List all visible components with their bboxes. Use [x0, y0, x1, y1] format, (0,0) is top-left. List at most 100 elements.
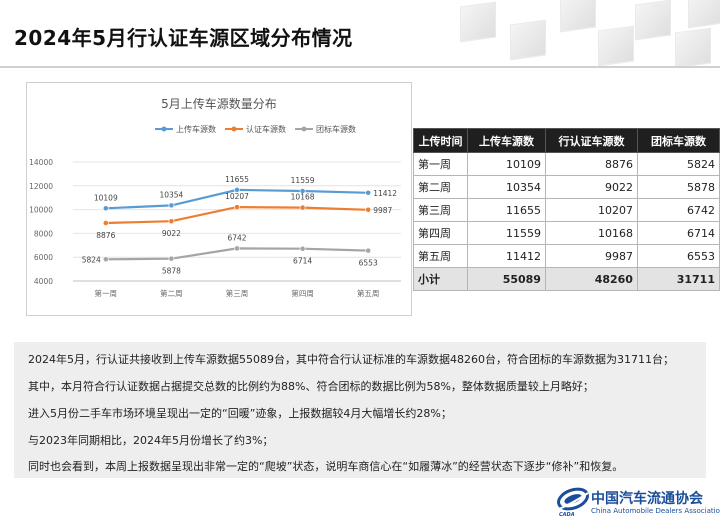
summary-table-wrap: 上传时间 上传车源数 行认证车源数 团标车源数 第一周 10109 8876 5… [412, 128, 720, 291]
uploaded-cell: 10354 [467, 175, 546, 199]
logo-name: 中国汽车流通协会 [591, 491, 703, 507]
logo-abbreviation: CADA [559, 512, 575, 518]
y-tick-label: 14000 [29, 158, 53, 167]
y-tick-label: 10000 [29, 206, 53, 215]
uploaded-cell: 11412 [467, 244, 546, 268]
data-point [299, 204, 306, 211]
data-point [299, 245, 306, 252]
week-cell: 第四周 [412, 221, 469, 245]
week-cell: 第三周 [412, 198, 469, 222]
group-standard-cell: 6714 [636, 221, 720, 245]
data-label: 10109 [94, 193, 118, 202]
association-logo-icon [557, 487, 589, 511]
chart-title: 5月上传车源数量分布 [161, 96, 277, 111]
data-point [234, 204, 240, 211]
data-label: 6742 [227, 233, 246, 242]
table-row: 第一周 10109 8876 5824 [412, 152, 720, 176]
data-point [102, 220, 109, 226]
data-label: 6714 [293, 257, 312, 266]
total-uploaded-cell: 55089 [467, 267, 546, 291]
table-row: 第二周 10354 9022 5878 [412, 175, 720, 199]
legend-marker [231, 126, 237, 132]
data-label: 9022 [162, 229, 181, 238]
y-tick-label: 6000 [34, 253, 53, 262]
column-header: 上传时间 [412, 128, 469, 153]
legend-label: 团标车源数 [316, 124, 356, 134]
logo-english-name: China Automobile Dealers Association [591, 507, 720, 515]
x-tick-label: 第三周 [226, 288, 249, 298]
summary-paragraph: 同时也会看到，本周上报数据呈现出非常一定的“爬坡”状态，说明车商信心在“如履薄冰… [28, 460, 624, 473]
certified-cell: 10168 [544, 221, 638, 245]
data-point [168, 202, 175, 209]
uploaded-cell: 11655 [467, 198, 546, 222]
week-cell: 第二周 [412, 175, 469, 199]
data-point [365, 189, 372, 196]
data-label: 9987 [373, 206, 392, 215]
table-header-row: 上传时间 上传车源数 行认证车源数 团标车源数 [412, 128, 720, 153]
data-label: 10168 [291, 193, 315, 202]
data-point [365, 206, 372, 213]
page-header: 2024年5月行认证车源区域分布情况 [0, 0, 720, 68]
certified-cell: 10207 [544, 198, 638, 222]
legend-label: 认证车源数 [246, 124, 286, 134]
line-chart: 5月上传车源数量分布 上传车源数 认证车源数 团标车源数 4000 6000 8000 100… [26, 82, 412, 316]
data-point [168, 255, 175, 262]
table-row: 第四周 11559 10168 6714 [412, 221, 720, 245]
data-label: 6553 [359, 259, 378, 268]
total-label-cell: 小计 [412, 267, 469, 291]
summary-paragraph: 2024年5月，行认证共接收到上传车源数据55089台，其中符合行认证标准的车源… [28, 353, 674, 366]
legend-marker [301, 126, 307, 132]
page-title: 2024年5月行认证车源区域分布情况 [14, 26, 353, 50]
total-group-standard-cell: 31711 [636, 267, 720, 291]
summary-table: 上传时间 上传车源数 行认证车源数 团标车源数 第一周 10109 8876 5… [412, 128, 720, 291]
table-row: 第三周 11655 10207 6742 [412, 198, 720, 222]
legend-label: 上传车源数 [176, 124, 216, 134]
y-tick-label: 8000 [34, 229, 53, 238]
uploaded-cell: 11559 [467, 221, 546, 245]
summary-paragraph: 其中，本月符合行认证数据占据提交总数的比例约为88%、符合团标的数据比例为58%… [28, 380, 594, 393]
column-header: 团标车源数 [636, 128, 720, 153]
header-decoration [420, 0, 720, 68]
column-header: 上传车源数 [467, 128, 546, 153]
y-tick-label: 12000 [29, 182, 53, 191]
group-standard-cell: 5878 [636, 175, 720, 199]
data-label: 10207 [225, 192, 249, 201]
x-tick-label: 第四周 [291, 288, 314, 298]
uploaded-cell: 10109 [467, 152, 546, 176]
association-logo: CADA 中国汽车流通协会 China Automobile Dealers A… [553, 482, 720, 520]
summary-text-panel: 2024年5月，行认证共接收到上传车源数据55089台，其中符合行认证标准的车源… [14, 342, 706, 478]
data-point [102, 205, 109, 212]
data-label: 5824 [82, 255, 101, 264]
legend-marker [161, 126, 167, 132]
data-point [234, 245, 240, 252]
data-point [234, 187, 240, 193]
data-label: 11655 [225, 175, 249, 184]
week-cell: 第五周 [412, 244, 469, 268]
group-standard-cell: 6742 [636, 198, 720, 222]
table-total-row: 小计 55089 48260 31711 [412, 267, 720, 291]
week-cell: 第一周 [412, 152, 469, 176]
group-standard-cell: 6553 [636, 244, 720, 268]
data-point [299, 188, 306, 194]
summary-paragraph: 与2023年同期相比，2024年5月份增长了约3%； [28, 434, 274, 447]
header-divider [0, 66, 720, 68]
certified-cell: 9987 [544, 244, 638, 268]
total-certified-cell: 48260 [544, 267, 638, 291]
x-tick-label: 第五周 [357, 288, 380, 298]
x-tick-label: 第一周 [95, 288, 118, 298]
data-label: 11412 [373, 189, 397, 198]
column-header: 行认证车源数 [544, 128, 638, 153]
summary-paragraph: 进入5月份二手车市场环境呈现出一定的“回暖”迹象，上报数据较4月大幅增长约28%… [28, 407, 452, 420]
data-point [365, 247, 372, 254]
data-label: 11559 [291, 176, 315, 185]
table-row: 第五周 11412 9987 6553 [412, 244, 720, 268]
data-label: 8876 [96, 231, 115, 240]
group-standard-cell: 5824 [636, 152, 720, 176]
data-label: 5878 [162, 267, 181, 276]
data-point [102, 256, 109, 263]
certified-cell: 9022 [544, 175, 638, 199]
certified-cell: 8876 [544, 152, 638, 176]
x-tick-label: 第二周 [160, 288, 183, 298]
data-point [168, 218, 175, 225]
